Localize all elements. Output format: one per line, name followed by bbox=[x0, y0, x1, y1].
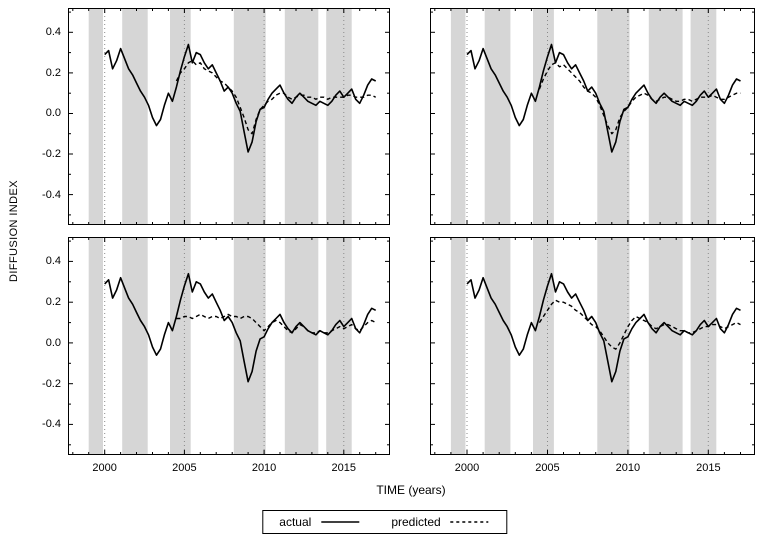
y-tick-label: 0.0 bbox=[45, 107, 61, 120]
legend-predicted-label: predicted bbox=[391, 515, 441, 529]
y-tick-label: -0.2 bbox=[42, 377, 61, 390]
x-axis-title: TIME (years) bbox=[376, 483, 446, 497]
shaded-band bbox=[170, 237, 191, 455]
y-tick-label: 0.4 bbox=[45, 26, 61, 39]
predicted-line bbox=[176, 313, 377, 334]
y-tick-label: -0.4 bbox=[42, 188, 61, 201]
shaded-band bbox=[648, 237, 683, 455]
x-tick-label: 2015 bbox=[696, 462, 721, 474]
shaded-band bbox=[122, 8, 148, 225]
tick-marks bbox=[68, 237, 390, 455]
shaded-band bbox=[597, 8, 630, 225]
tick-marks bbox=[68, 8, 390, 225]
legend-actual-label: actual bbox=[279, 515, 312, 529]
panel-border bbox=[68, 8, 390, 225]
dashed-line-sample bbox=[450, 521, 489, 523]
shaded-band bbox=[88, 8, 103, 225]
tick-marks bbox=[430, 8, 755, 225]
predicted-line bbox=[538, 299, 741, 350]
panel-bottom-right bbox=[430, 237, 755, 455]
y-axis-title: DIFFUSION INDEX bbox=[8, 180, 20, 282]
shaded-band bbox=[122, 237, 148, 455]
shaded-band bbox=[648, 8, 683, 225]
legend-item-predicted: predicted bbox=[391, 515, 490, 529]
shaded-band bbox=[233, 8, 266, 225]
shaded-band bbox=[533, 8, 554, 225]
plot-bottom-left bbox=[68, 237, 390, 455]
plot-top-left bbox=[68, 8, 390, 225]
plot-top-right bbox=[430, 8, 755, 225]
y-tick-label: 0.2 bbox=[45, 296, 61, 309]
x-tick-label: 2005 bbox=[535, 462, 560, 474]
panel-top-left bbox=[68, 8, 390, 225]
actual-line bbox=[466, 43, 741, 153]
plot-bottom-right bbox=[430, 237, 755, 455]
shaded-band bbox=[597, 237, 630, 455]
shaded-band bbox=[284, 8, 319, 225]
panel-border bbox=[430, 8, 755, 225]
shaded-band bbox=[284, 237, 319, 455]
shaded-band bbox=[690, 237, 717, 455]
shaded-band bbox=[326, 8, 352, 225]
legend-item-actual: actual bbox=[279, 515, 361, 529]
x-tick-label: 2000 bbox=[92, 462, 117, 474]
legend: actual predicted bbox=[262, 510, 508, 534]
predicted-line bbox=[538, 62, 741, 135]
shaded-band bbox=[233, 237, 266, 455]
y-tick-label: -0.2 bbox=[42, 148, 61, 161]
shaded-band bbox=[170, 8, 191, 225]
panel-bottom-left bbox=[68, 237, 390, 455]
panel-top-right bbox=[430, 8, 755, 225]
shaded-band bbox=[533, 237, 554, 455]
shaded-band bbox=[484, 8, 511, 225]
shaded-band bbox=[326, 237, 352, 455]
y-tick-label: -0.4 bbox=[42, 418, 61, 431]
shaded-band bbox=[484, 237, 511, 455]
predicted-line bbox=[175, 60, 377, 135]
panel-border bbox=[430, 237, 755, 455]
shaded-band bbox=[690, 8, 717, 225]
x-tick-label: 2010 bbox=[251, 462, 277, 474]
solid-line-sample bbox=[321, 521, 360, 523]
x-tick-label: 2000 bbox=[454, 462, 480, 474]
y-tick-label: 0.4 bbox=[45, 255, 61, 268]
panel-border bbox=[68, 237, 390, 455]
actual-line bbox=[104, 43, 377, 153]
x-tick-label: 2015 bbox=[331, 462, 357, 474]
tick-marks bbox=[430, 237, 755, 455]
shaded-band bbox=[88, 237, 103, 455]
x-tick-label: 2010 bbox=[615, 462, 641, 474]
shaded-band bbox=[450, 237, 466, 455]
shaded-band bbox=[450, 8, 466, 225]
actual-line bbox=[104, 272, 377, 383]
y-tick-label: 0.0 bbox=[45, 336, 61, 349]
y-tick-label: 0.2 bbox=[45, 66, 61, 79]
x-tick-label: 2005 bbox=[172, 462, 197, 474]
